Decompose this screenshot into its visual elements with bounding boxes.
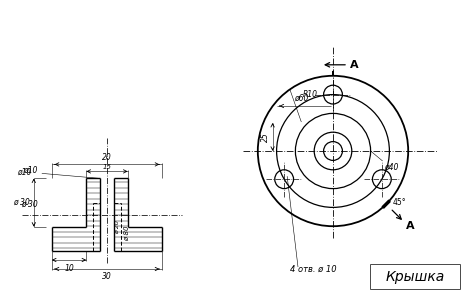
- Text: ø10: ø10: [22, 165, 37, 174]
- Text: 20: 20: [102, 153, 112, 162]
- Text: ø 20: ø 20: [115, 220, 120, 234]
- Text: 10: 10: [64, 264, 74, 273]
- Text: ø 80: ø 80: [124, 225, 130, 241]
- Text: R10: R10: [303, 90, 318, 99]
- Text: ø10: ø10: [16, 168, 31, 177]
- Text: 30: 30: [102, 272, 112, 281]
- Text: 25: 25: [261, 132, 270, 142]
- Text: ø40: ø40: [385, 163, 399, 172]
- Text: ø 30: ø 30: [13, 198, 30, 207]
- Text: 4 отв. ø 10: 4 отв. ø 10: [290, 265, 336, 274]
- Text: ø60: ø60: [294, 94, 309, 103]
- Text: Крышка: Крышка: [385, 270, 445, 284]
- Text: 45°: 45°: [392, 198, 406, 207]
- Text: ø 30: ø 30: [22, 200, 38, 209]
- Text: A: A: [350, 60, 358, 70]
- Text: 15: 15: [102, 164, 111, 170]
- Text: A: A: [406, 221, 415, 231]
